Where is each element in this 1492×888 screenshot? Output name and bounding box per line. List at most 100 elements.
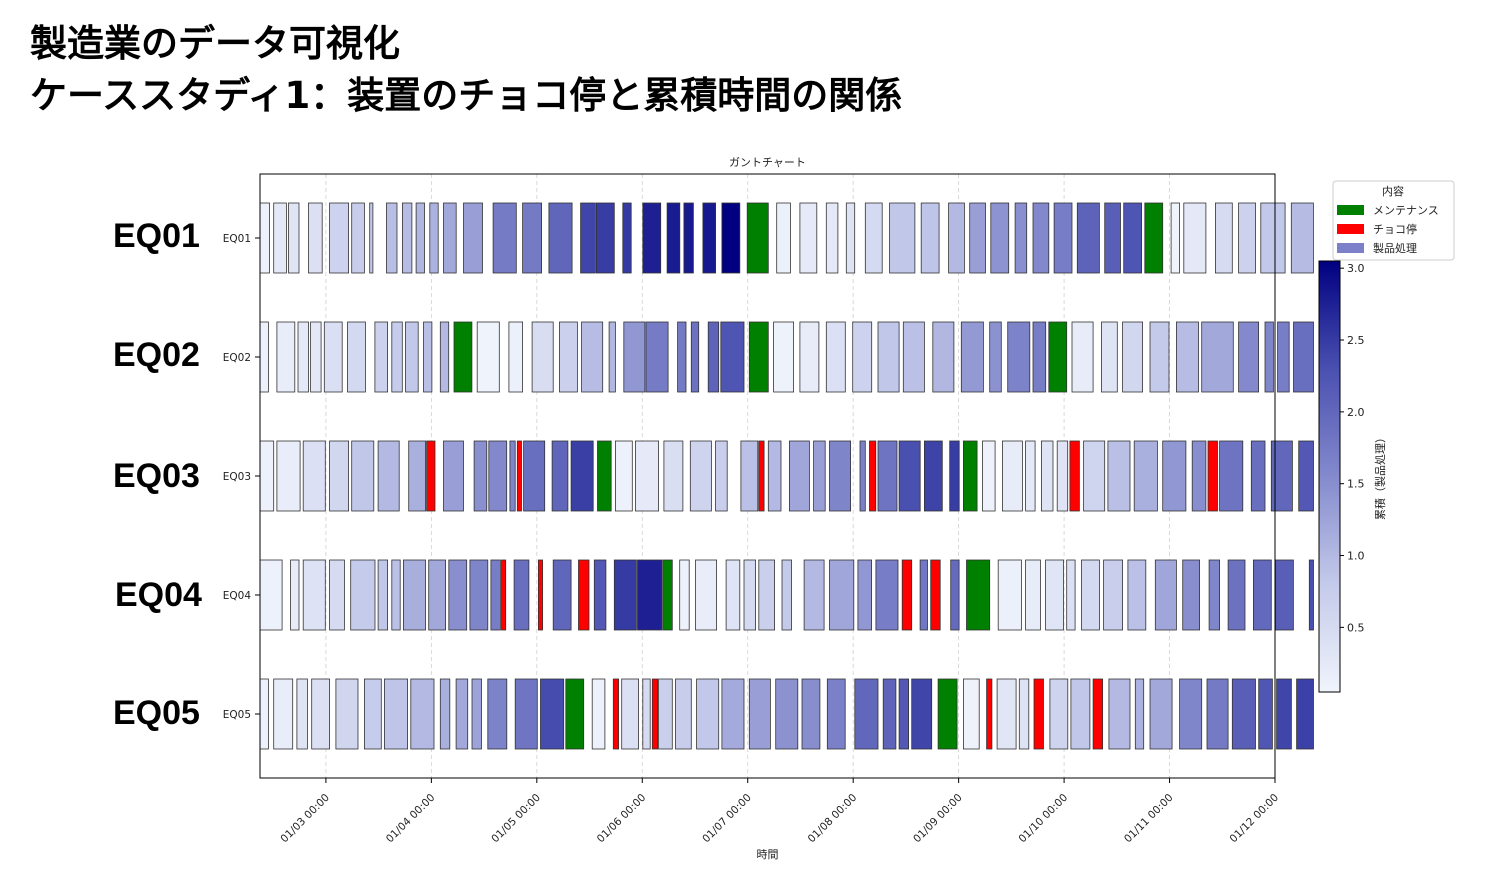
process-bar xyxy=(789,440,810,512)
process-bar xyxy=(696,678,720,750)
short-stop-bar xyxy=(869,440,877,512)
process-bar xyxy=(297,321,309,393)
short-stop-bar xyxy=(901,559,913,631)
process-bar xyxy=(1253,559,1272,631)
process-bar xyxy=(1107,440,1131,512)
process-bar xyxy=(663,440,684,512)
short-stop-bar xyxy=(1033,678,1044,750)
process-bar xyxy=(308,202,323,274)
process-bar xyxy=(803,559,825,631)
process-bar xyxy=(997,559,1022,631)
x-tick-label: 01/06 00:00 xyxy=(595,792,649,846)
process-bar xyxy=(540,678,565,750)
process-bar xyxy=(463,202,483,274)
process-bar xyxy=(1108,678,1131,750)
maintenance-bar xyxy=(1048,321,1068,393)
process-bar xyxy=(443,440,464,512)
process-bar xyxy=(635,440,660,512)
process-bar xyxy=(919,559,928,631)
process-bar xyxy=(854,678,879,750)
process-bar xyxy=(920,202,940,274)
process-bar xyxy=(932,321,955,393)
process-bar xyxy=(989,321,1002,393)
process-bar xyxy=(758,559,775,631)
process-bar xyxy=(1208,559,1220,631)
process-bar xyxy=(721,678,745,750)
process-bar xyxy=(1053,202,1073,274)
process-bar xyxy=(825,202,839,274)
legend-entry-label: チョコ停 xyxy=(1373,222,1417,236)
process-bar xyxy=(948,202,965,274)
process-bar xyxy=(799,202,818,274)
process-bar xyxy=(1103,559,1123,631)
process-bar xyxy=(329,440,350,512)
process-bar xyxy=(1071,321,1094,393)
process-bar xyxy=(551,440,569,512)
process-bar xyxy=(864,202,883,274)
process-bar xyxy=(898,678,909,750)
process-bar xyxy=(1007,321,1031,393)
process-bar xyxy=(276,440,301,512)
process-bar xyxy=(637,559,663,631)
process-bar xyxy=(476,321,500,393)
process-bar xyxy=(877,440,898,512)
x-tick-label: 01/05 00:00 xyxy=(489,792,543,846)
x-axis-label: 時間 xyxy=(757,848,779,861)
process-bar xyxy=(889,202,916,274)
process-bar xyxy=(296,678,308,750)
x-tick-label: 01/08 00:00 xyxy=(806,792,860,846)
process-bar xyxy=(391,321,403,393)
legend-swatch xyxy=(1337,205,1364,215)
process-bar xyxy=(658,678,673,750)
process-bar xyxy=(415,202,425,274)
process-bar xyxy=(552,559,572,631)
short-stop-bar xyxy=(1092,678,1103,750)
process-bar xyxy=(580,202,596,274)
x-tick-label: 01/12 00:00 xyxy=(1227,792,1281,846)
process-bar xyxy=(581,321,604,393)
process-bar xyxy=(969,202,986,274)
short-stop-bar xyxy=(612,678,619,750)
process-bar xyxy=(408,440,427,512)
process-bar xyxy=(1258,678,1273,750)
process-bar xyxy=(690,321,700,393)
process-bar xyxy=(666,202,681,274)
process-bar xyxy=(679,559,690,631)
process-bar xyxy=(613,559,637,631)
process-bar xyxy=(877,321,900,393)
process-bar xyxy=(725,559,741,631)
process-bar xyxy=(1290,202,1314,274)
process-bar xyxy=(720,321,745,393)
legend-entry-label: 製品処理 xyxy=(1373,241,1417,255)
x-tick-label: 01/09 00:00 xyxy=(911,792,965,846)
process-bar xyxy=(1179,678,1203,750)
process-bar xyxy=(963,678,980,750)
colorbar-tick-label: 0.5 xyxy=(1347,621,1365,634)
process-bar xyxy=(377,440,400,512)
process-bar xyxy=(1260,202,1286,274)
process-bar xyxy=(329,559,345,631)
process-bar xyxy=(813,440,826,512)
process-bar xyxy=(1238,202,1256,274)
process-bar xyxy=(829,440,852,512)
maintenance-bar xyxy=(748,321,769,393)
process-bar xyxy=(898,440,921,512)
short-stop-bar xyxy=(651,678,658,750)
colorbar-tick-label: 3.0 xyxy=(1347,262,1365,275)
process-bar xyxy=(1264,321,1274,393)
maintenance-bar xyxy=(565,678,585,750)
process-bar xyxy=(548,202,573,274)
process-bar xyxy=(1081,559,1100,631)
x-tick-label: 01/03 00:00 xyxy=(278,792,332,846)
legend-swatch xyxy=(1337,224,1364,234)
process-bar xyxy=(1276,678,1292,750)
process-bar xyxy=(1045,559,1064,631)
process-bar xyxy=(1296,678,1314,750)
process-bar xyxy=(1219,440,1244,512)
short-stop-bar xyxy=(1069,440,1080,512)
colorbar-tick-label: 1.5 xyxy=(1347,478,1365,491)
process-bar xyxy=(1149,321,1170,393)
process-bar xyxy=(882,678,897,750)
colorbar-tick-label: 2.5 xyxy=(1347,334,1365,347)
process-bar xyxy=(443,202,457,274)
